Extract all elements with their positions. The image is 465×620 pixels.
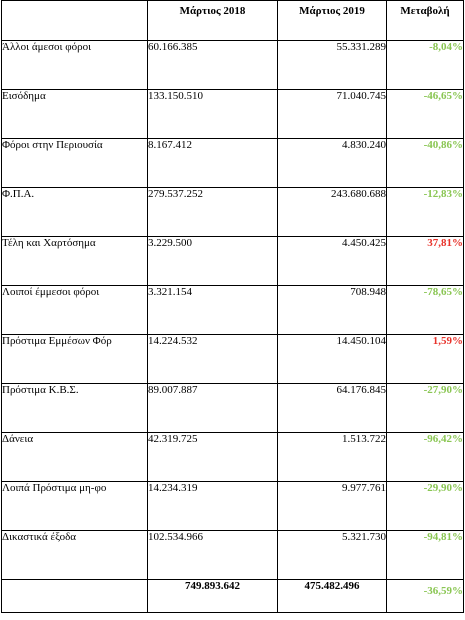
change-value: -27,90% bbox=[386, 383, 464, 433]
table-row: Λοιποί έμμεσοι φόροι 3.321.154 708.948 -… bbox=[1, 285, 464, 335]
row-label: Πρόστιμα Κ.Β.Σ. bbox=[1, 383, 148, 433]
table-row: Εισόδημα 133.150.510 71.040.745 -46,65% bbox=[1, 89, 464, 139]
table-row: Δικαστικά έξοδα 102.534.966 5.321.730 -9… bbox=[1, 530, 464, 580]
value-2019: 708.948 bbox=[277, 285, 387, 335]
table-row: Πρόστιμα Κ.Β.Σ. 89.007.887 64.176.845 -2… bbox=[1, 383, 464, 433]
value-2018: 102.534.966 bbox=[147, 530, 278, 580]
value-2019: 71.040.745 bbox=[277, 89, 387, 139]
table-row: Φ.Π.Α. 279.537.252 243.680.688 -12,83% bbox=[1, 187, 464, 237]
change-value: -46,65% bbox=[386, 89, 464, 139]
row-label: Φ.Π.Α. bbox=[1, 187, 148, 237]
value-2019: 243.680.688 bbox=[277, 187, 387, 237]
value-2019: 5.321.730 bbox=[277, 530, 387, 580]
header-change: Μεταβολή bbox=[386, 0, 464, 41]
value-2018: 60.166.385 bbox=[147, 40, 278, 90]
change-value: -78,65% bbox=[386, 285, 464, 335]
value-2018: 3.229.500 bbox=[147, 236, 278, 286]
value-2018: 279.537.252 bbox=[147, 187, 278, 237]
row-label: Λοιπά Πρόστιμα μη-φο bbox=[1, 481, 148, 531]
total-2018: 749.893.642 bbox=[147, 579, 278, 613]
value-2018: 133.150.510 bbox=[147, 89, 278, 139]
header-row: Μάρτιος 2018 Μάρτιος 2019 Μεταβολή bbox=[1, 0, 464, 41]
value-2019: 1.513.722 bbox=[277, 432, 387, 482]
row-label: Εισόδημα bbox=[1, 89, 148, 139]
table-row: Τέλη και Χαρτόσημα 3.229.500 4.450.425 3… bbox=[1, 236, 464, 286]
row-label: Φόροι στην Περιουσία bbox=[1, 138, 148, 188]
value-2018: 8.167.412 bbox=[147, 138, 278, 188]
change-value: 37,81% bbox=[386, 236, 464, 286]
value-2019: 64.176.845 bbox=[277, 383, 387, 433]
value-2019: 4.830.240 bbox=[277, 138, 387, 188]
total-label bbox=[1, 579, 148, 613]
value-2018: 3.321.154 bbox=[147, 285, 278, 335]
value-2018: 14.234.319 bbox=[147, 481, 278, 531]
change-value: -8,04% bbox=[386, 40, 464, 90]
table-row: Δάνεια 42.319.725 1.513.722 -96,42% bbox=[1, 432, 464, 482]
header-category bbox=[1, 0, 148, 41]
value-2019: 4.450.425 bbox=[277, 236, 387, 286]
change-value: -40,86% bbox=[386, 138, 464, 188]
total-2019: 475.482.496 bbox=[277, 579, 387, 613]
value-2019: 9.977.761 bbox=[277, 481, 387, 531]
row-label: Λοιποί έμμεσοι φόροι bbox=[1, 285, 148, 335]
row-label: Τέλη και Χαρτόσημα bbox=[1, 236, 148, 286]
change-value: 1,59% bbox=[386, 334, 464, 384]
change-value: -96,42% bbox=[386, 432, 464, 482]
change-value: -12,83% bbox=[386, 187, 464, 237]
header-march-2019: Μάρτιος 2019 bbox=[277, 0, 387, 41]
table-row: Λοιπά Πρόστιμα μη-φο 14.234.319 9.977.76… bbox=[1, 481, 464, 531]
row-label: Δάνεια bbox=[1, 432, 148, 482]
value-2019: 14.450.104 bbox=[277, 334, 387, 384]
header-march-2018: Μάρτιος 2018 bbox=[147, 0, 278, 41]
row-label: Άλλοι άμεσοι φόροι bbox=[1, 40, 148, 90]
total-change: -36,59% bbox=[386, 579, 464, 613]
value-2018: 14.224.532 bbox=[147, 334, 278, 384]
value-2018: 42.319.725 bbox=[147, 432, 278, 482]
row-label: Δικαστικά έξοδα bbox=[1, 530, 148, 580]
change-value: -29,90% bbox=[386, 481, 464, 531]
table-row: Πρόστιμα Εμμέσων Φόρ 14.224.532 14.450.1… bbox=[1, 334, 464, 384]
value-2018: 89.007.887 bbox=[147, 383, 278, 433]
table-row: Φόροι στην Περιουσία 8.167.412 4.830.240… bbox=[1, 138, 464, 188]
total-row: 749.893.642 475.482.496 -36,59% bbox=[1, 579, 464, 613]
table-row: Άλλοι άμεσοι φόροι 60.166.385 55.331.289… bbox=[1, 40, 464, 90]
value-2019: 55.331.289 bbox=[277, 40, 387, 90]
change-value: -94,81% bbox=[386, 530, 464, 580]
row-label: Πρόστιμα Εμμέσων Φόρ bbox=[1, 334, 148, 384]
